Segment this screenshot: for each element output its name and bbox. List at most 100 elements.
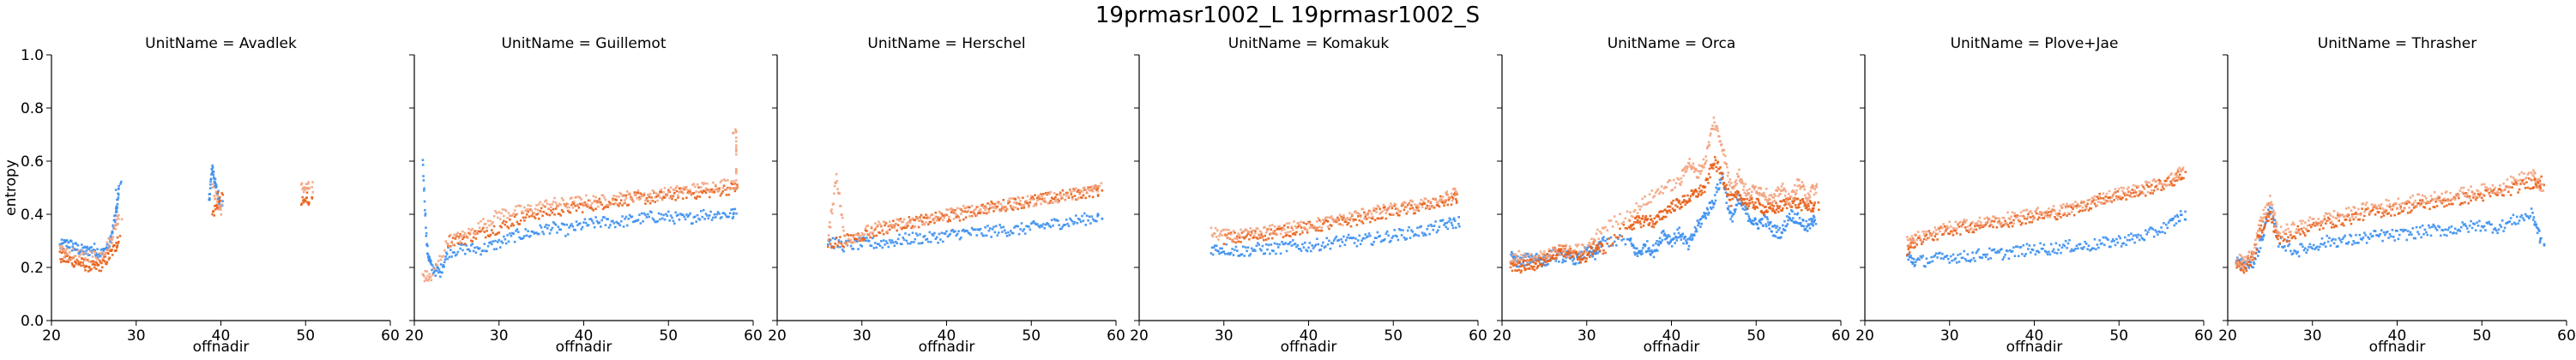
data-point (209, 177, 213, 181)
data-point (1667, 241, 1669, 243)
data-point (1931, 260, 1934, 263)
data-point (2166, 177, 2169, 180)
data-point (1552, 257, 1554, 260)
data-point (1936, 238, 1939, 241)
data-point (464, 252, 467, 255)
data-point (1683, 166, 1686, 170)
data-point (663, 187, 667, 189)
data-point (2013, 255, 2017, 257)
data-point (2452, 231, 2456, 234)
data-point (1993, 220, 1996, 223)
data-point (661, 217, 664, 220)
data-point (1912, 238, 1915, 241)
data-point (644, 202, 647, 205)
data-point (1651, 250, 1654, 253)
data-point (1270, 237, 1274, 240)
data-point (1771, 225, 1774, 228)
data-point (1391, 207, 1394, 210)
data-point (70, 249, 74, 252)
data-point (444, 240, 447, 243)
data-point (892, 241, 895, 244)
data-point (1990, 249, 1994, 252)
data-point (1940, 225, 1943, 228)
data-point (1338, 213, 1342, 216)
data-point (1535, 267, 1539, 270)
data-point (1375, 237, 1378, 239)
data-point (2115, 237, 2118, 241)
data-point (492, 215, 496, 218)
data-point (1438, 199, 1441, 202)
data-point (1385, 232, 1388, 235)
data-point (1005, 235, 1009, 237)
data-point (1004, 231, 1007, 235)
data-point (1595, 250, 1598, 254)
data-point (1713, 121, 1716, 124)
data-point (938, 210, 941, 213)
data-point (1237, 255, 1240, 257)
data-point (2137, 185, 2140, 188)
data-point (528, 235, 531, 238)
data-point (1291, 239, 1294, 242)
data-point (1602, 249, 1605, 252)
data-point (1799, 199, 1801, 202)
data-point (558, 213, 561, 215)
data-point (730, 180, 733, 183)
data-point (1047, 223, 1050, 225)
data-point (2016, 215, 2018, 219)
data-point (2273, 222, 2276, 225)
data-point (2034, 253, 2037, 256)
data-point (1050, 196, 1053, 200)
data-point (1541, 254, 1545, 257)
data-point (483, 243, 486, 245)
data-point (1678, 200, 1680, 202)
data-point (1267, 227, 1270, 231)
data-point (1296, 222, 1300, 225)
data-point (1728, 194, 1730, 196)
data-point (1639, 225, 1643, 229)
data-point (1431, 225, 1433, 227)
data-point (1040, 224, 1042, 227)
data-point (1730, 204, 1733, 207)
data-point (451, 237, 455, 239)
data-point (1794, 213, 1796, 215)
data-point (2043, 214, 2047, 217)
data-point (656, 219, 659, 223)
data-point (1780, 185, 1783, 188)
data-point (595, 219, 599, 223)
data-point (460, 243, 463, 246)
data-point (61, 245, 63, 248)
data-point (1540, 258, 1543, 261)
data-point (462, 236, 466, 239)
data-point (1560, 253, 1564, 256)
data-point (1748, 199, 1751, 202)
data-point (732, 215, 735, 219)
data-point (459, 233, 462, 236)
data-point (2036, 249, 2039, 253)
data-point (1440, 219, 1443, 222)
data-point (471, 227, 474, 231)
data-point (1638, 208, 1642, 211)
data-point (425, 235, 428, 237)
data-point (2090, 196, 2094, 199)
data-point (1813, 214, 1815, 218)
data-point (1435, 201, 1439, 204)
data-point (933, 217, 936, 220)
data-point (707, 217, 710, 219)
data-point (1554, 256, 1558, 260)
data-point (1308, 220, 1312, 224)
data-point (216, 206, 219, 209)
data-point (1417, 209, 1421, 213)
data-point (1762, 195, 1765, 198)
data-point (2290, 253, 2294, 255)
data-point (1285, 233, 1288, 237)
data-point (569, 225, 572, 227)
data-point (1318, 219, 1321, 222)
data-point (1445, 191, 1447, 195)
data-point (1808, 207, 1811, 211)
data-point (435, 262, 437, 266)
data-point (1549, 255, 1552, 257)
data-point (1934, 226, 1937, 229)
data-point (1981, 224, 1984, 227)
data-point (700, 210, 703, 213)
